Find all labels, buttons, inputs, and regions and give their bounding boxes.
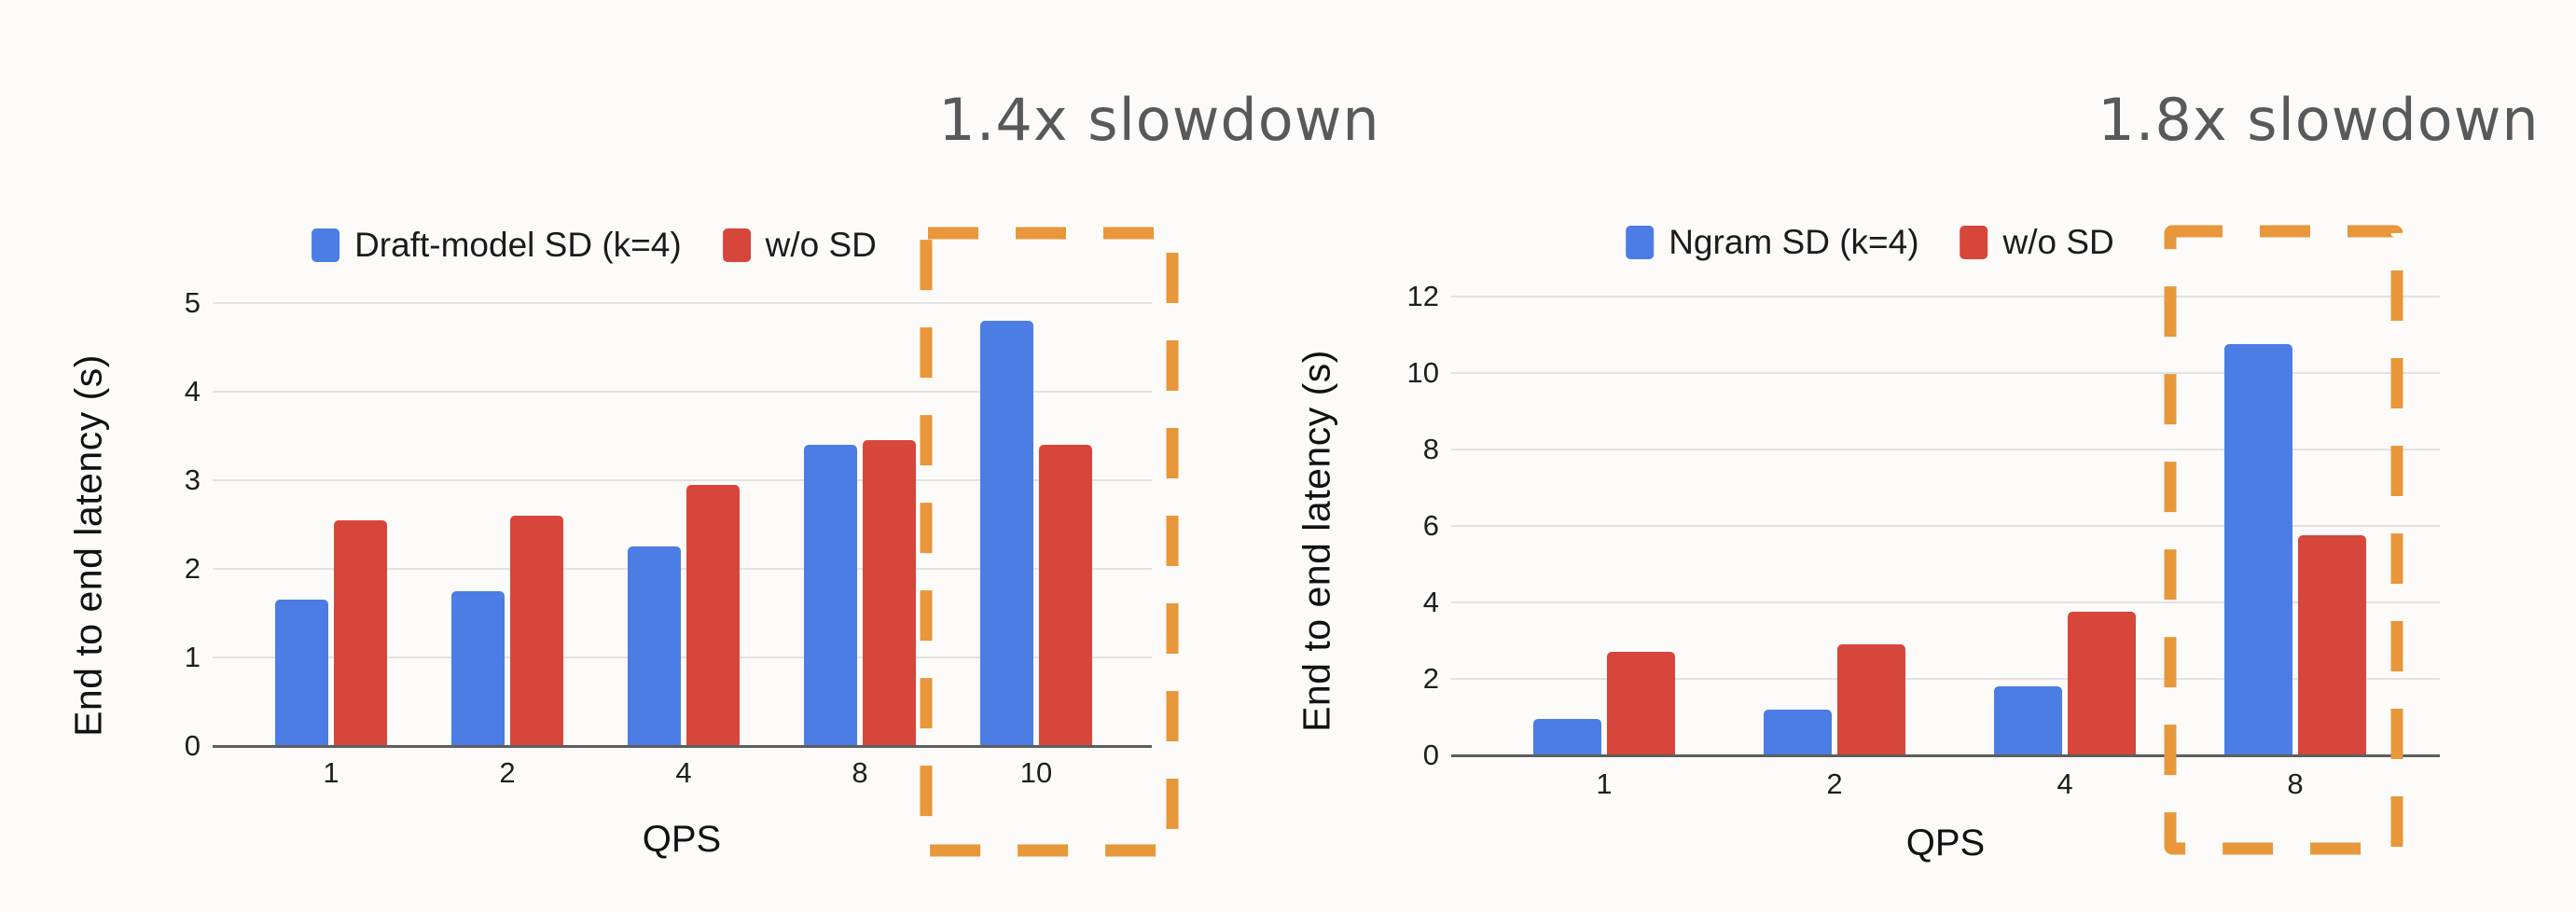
highlight-dashed-rect — [920, 227, 1179, 857]
y-tick-label-0: 0 — [1422, 739, 1439, 771]
y-axis-title-right: End to end latency (s) — [1295, 350, 1338, 732]
gridline-y3 — [213, 479, 1152, 481]
x-axis-line — [213, 745, 1152, 748]
legend-label-draft-model-sd: Draft-model SD (k=4) — [354, 226, 682, 264]
legend-swatch-red — [1960, 226, 1988, 259]
gridline-y12 — [1451, 296, 2440, 297]
highlight-box-left — [920, 227, 1179, 857]
highlight-box-right — [2164, 225, 2403, 855]
y-tick-label-12: 12 — [1406, 280, 1439, 312]
y-tick-label-4: 4 — [184, 375, 201, 408]
bar-sd-qps-2 — [451, 591, 505, 746]
y-tick-label-0: 0 — [184, 729, 201, 762]
x-axis-line — [1451, 754, 2440, 757]
y-tick-label-5: 5 — [184, 286, 201, 319]
bar-wo-sd-qps-4 — [2068, 612, 2136, 755]
legend-swatch-blue — [312, 228, 340, 262]
bar-wo-sd-qps-2 — [1837, 644, 1905, 755]
bar-wo-sd-qps-8 — [2298, 535, 2366, 755]
gridline-y2 — [1451, 678, 2440, 680]
bar-sd-qps-1 — [275, 600, 328, 746]
annotation-slowdown-right: 1.8x slowdown — [2098, 86, 2540, 154]
bar-wo-sd-qps-1 — [334, 520, 387, 746]
x-tick-label-2: 2 — [1826, 767, 1843, 800]
legend-label-wo-sd: w/o SD — [765, 226, 877, 264]
x-tick-label-1: 1 — [323, 756, 339, 789]
x-tick-label-2: 2 — [499, 756, 516, 789]
bar-sd-qps-10 — [980, 321, 1033, 746]
x-tick-label-4: 4 — [675, 756, 692, 789]
gridline-y8 — [1451, 449, 2440, 450]
x-tick-label-8: 8 — [2287, 767, 2304, 800]
y-tick-label-1: 1 — [184, 641, 201, 673]
y-tick-label-8: 8 — [1422, 433, 1439, 465]
y-tick-label-2: 2 — [184, 552, 201, 585]
bar-sd-qps-4 — [1994, 686, 2062, 755]
legend-entry-ngram-sd: Ngram SD (k=4) — [1626, 223, 1919, 262]
annotation-slowdown-left: 1.4x slowdown — [938, 86, 1380, 154]
bar-wo-sd-qps-2 — [510, 516, 563, 746]
y-tick-label-10: 10 — [1406, 356, 1439, 389]
legend-entry-draft-model-sd: Draft-model SD (k=4) — [312, 226, 682, 265]
legend-label-wo-sd: w/o SD — [2002, 223, 2114, 261]
gridline-y6 — [1451, 525, 2440, 527]
y-tick-label-3: 3 — [184, 463, 201, 496]
highlight-dashed-rect — [2164, 225, 2403, 855]
legend-entry-wo-sd: w/o SD — [1960, 223, 2114, 262]
gridline-y2 — [213, 568, 1152, 570]
legend-right: Ngram SD (k=4) w/o SD — [1626, 223, 2114, 262]
x-tick-label-4: 4 — [2057, 767, 2073, 800]
legend-left: Draft-model SD (k=4) w/o SD — [312, 226, 877, 265]
bar-wo-sd-qps-1 — [1607, 652, 1675, 755]
legend-swatch-red — [722, 228, 751, 262]
legend-entry-wo-sd: w/o SD — [722, 226, 877, 265]
bar-wo-sd-qps-8 — [863, 440, 916, 746]
bar-sd-qps-1 — [1533, 719, 1601, 755]
x-tick-label-1: 1 — [1596, 767, 1613, 800]
bar-wo-sd-qps-10 — [1039, 445, 1092, 746]
legend-label-ngram-sd: Ngram SD (k=4) — [1669, 223, 1919, 261]
x-axis-title-left: QPS — [642, 819, 722, 860]
legend-swatch-blue — [1626, 226, 1655, 259]
bar-sd-qps-2 — [1764, 710, 1832, 755]
gridline-y5 — [213, 302, 1152, 304]
bar-wo-sd-qps-4 — [686, 485, 740, 746]
gridline-y10 — [1451, 372, 2440, 374]
gridline-y4 — [1451, 601, 2440, 603]
bar-sd-qps-4 — [628, 546, 681, 746]
y-tick-label-4: 4 — [1422, 586, 1439, 618]
bar-sd-qps-8 — [2224, 344, 2292, 755]
gridline-y4 — [213, 391, 1152, 393]
x-tick-label-8: 8 — [852, 756, 868, 789]
bar-sd-qps-8 — [804, 445, 857, 746]
x-axis-title-right: QPS — [1905, 822, 1986, 864]
gridline-y1 — [213, 656, 1152, 658]
x-tick-label-10: 10 — [1019, 756, 1053, 789]
y-tick-label-6: 6 — [1422, 509, 1439, 542]
y-tick-label-2: 2 — [1422, 662, 1439, 695]
